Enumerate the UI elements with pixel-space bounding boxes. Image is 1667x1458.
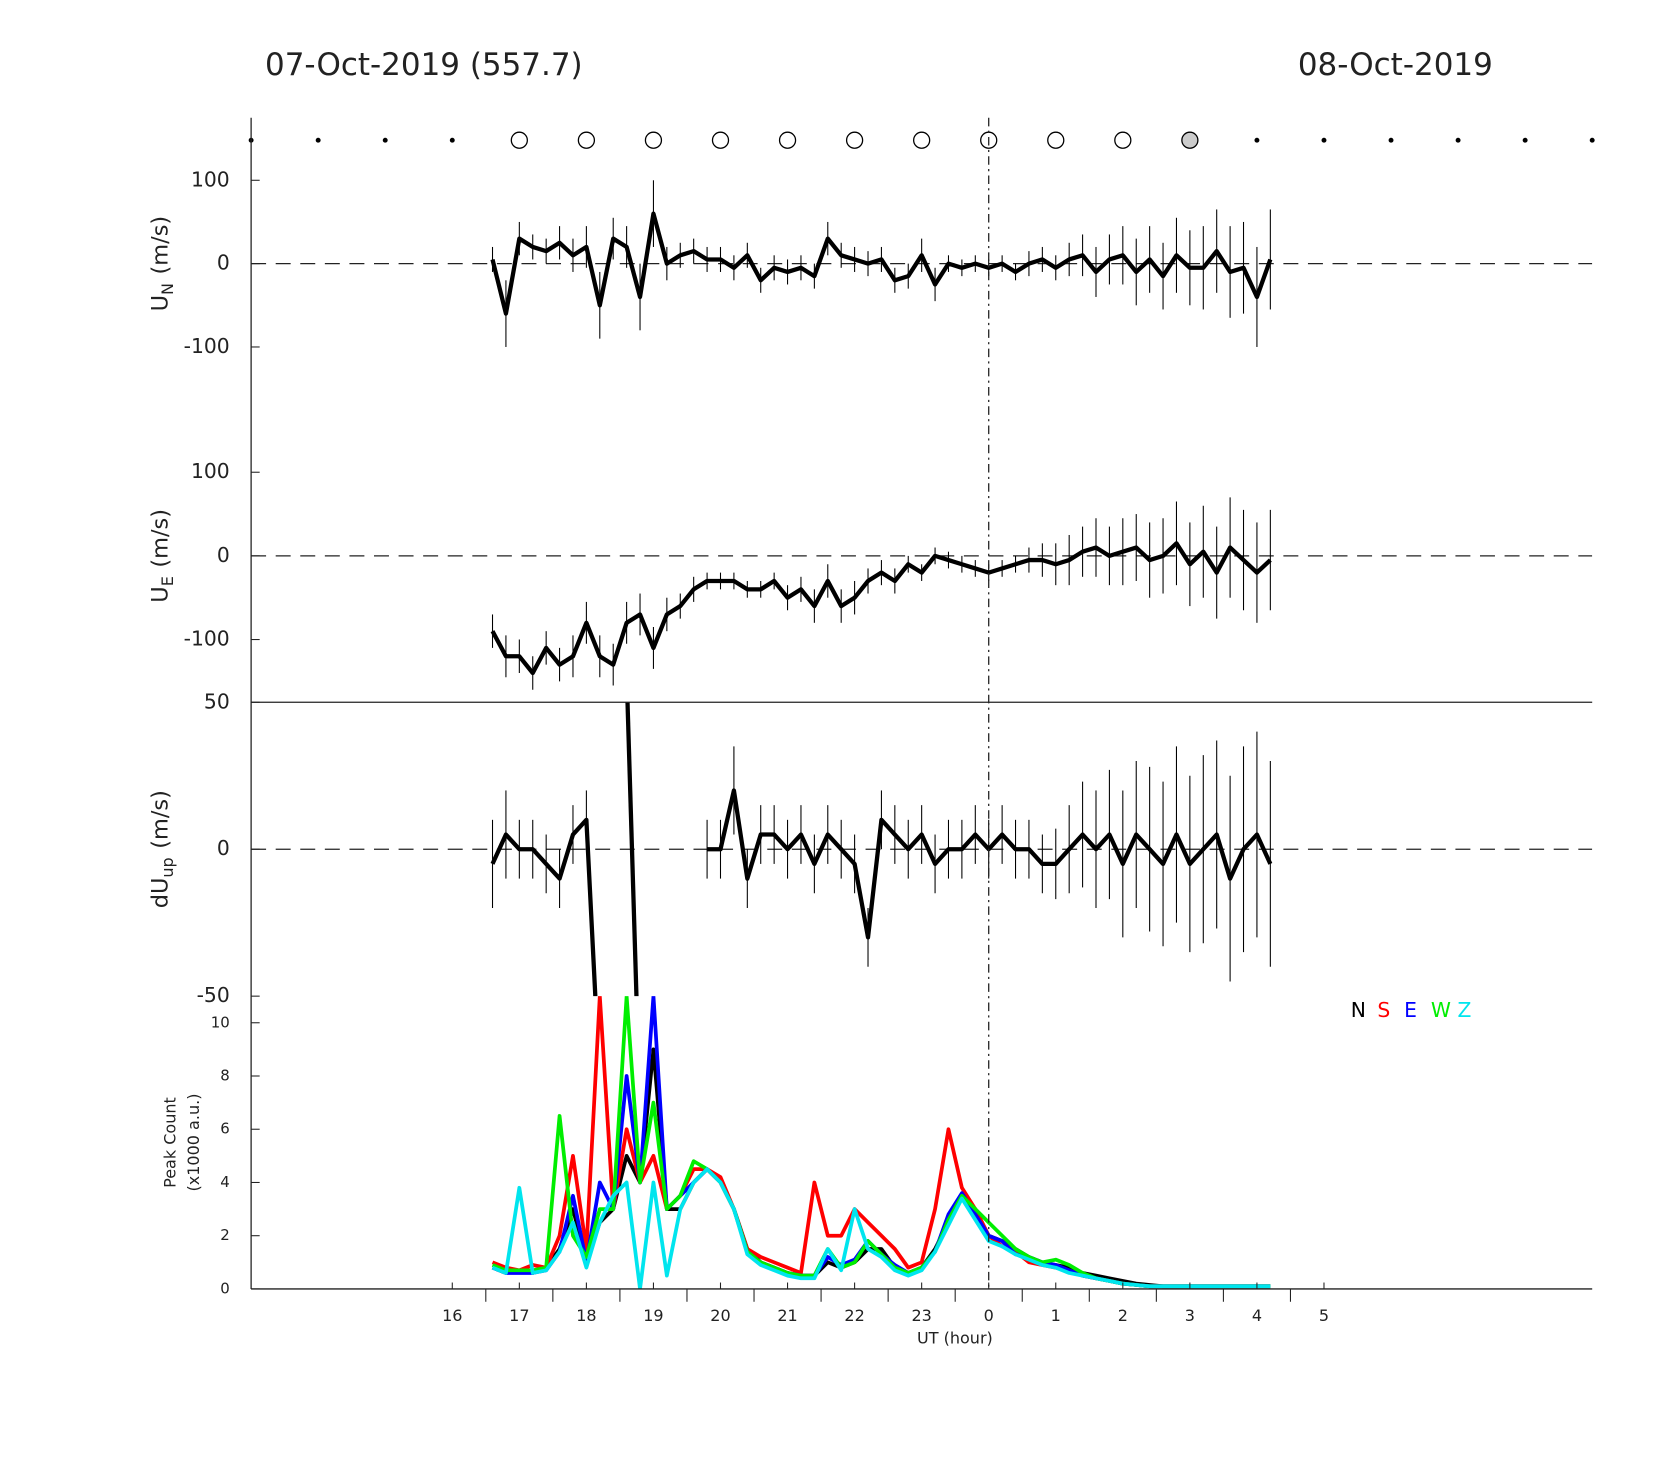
y-label-sub: N bbox=[157, 283, 176, 295]
y-label-unit: (m/s) bbox=[147, 216, 173, 275]
open-circle bbox=[577, 131, 596, 149]
small-dot bbox=[1522, 137, 1528, 143]
data-line bbox=[490, 541, 1272, 676]
y-tick-label: 8 bbox=[220, 1067, 230, 1085]
x-axis-label: UT (hour) bbox=[917, 1329, 993, 1348]
y-label-unit: (m/s) bbox=[147, 790, 173, 849]
legend-entry: W bbox=[1431, 998, 1451, 1022]
x-tick-label: 22 bbox=[844, 1306, 864, 1325]
small-dot bbox=[1388, 137, 1394, 143]
legend-entry: N bbox=[1351, 998, 1366, 1022]
small-dot bbox=[1589, 137, 1595, 143]
y-axis-label: dUup (m/s) bbox=[147, 790, 176, 908]
y-axis-label: Peak Count bbox=[160, 1097, 179, 1188]
x-tick-label: 5 bbox=[1319, 1306, 1329, 1325]
y-tick-label: 50 bbox=[204, 689, 230, 713]
x-tick-label: 2 bbox=[1118, 1306, 1128, 1325]
y-tick-label: 0 bbox=[217, 543, 230, 567]
data-line bbox=[491, 1167, 1271, 1289]
open-circle bbox=[913, 131, 931, 149]
y-tick-label: 100 bbox=[191, 459, 230, 483]
data-line bbox=[491, 996, 1271, 1289]
y-label-unit: (m/s) bbox=[147, 509, 173, 568]
x-tick-label: 4 bbox=[1252, 1306, 1262, 1325]
filled-circle bbox=[1181, 131, 1199, 149]
small-dot bbox=[1254, 137, 1260, 143]
y-tick-label: 10 bbox=[211, 1013, 230, 1031]
x-tick-label: 17 bbox=[509, 1306, 529, 1325]
y-tick-label: -100 bbox=[184, 334, 230, 358]
x-tick-label: 20 bbox=[710, 1306, 730, 1325]
open-circle bbox=[1114, 131, 1132, 149]
legend-entry: E bbox=[1404, 998, 1417, 1022]
open-circle bbox=[510, 131, 528, 149]
open-circle bbox=[845, 131, 864, 149]
panel bbox=[251, 180, 1593, 347]
y-tick-label: 0 bbox=[217, 836, 230, 860]
x-tick-label: 23 bbox=[911, 1306, 931, 1325]
x-tick-label: 1 bbox=[1051, 1306, 1061, 1325]
data-line bbox=[490, 211, 1273, 316]
y-tick-label: 2 bbox=[220, 1226, 230, 1244]
data-line bbox=[490, 817, 598, 997]
open-circle bbox=[778, 131, 797, 149]
open-circle bbox=[644, 131, 663, 149]
legend-entry: S bbox=[1377, 998, 1390, 1022]
y-tick-label: 0 bbox=[217, 251, 230, 275]
right-date: 08-Oct-2019 bbox=[1298, 47, 1493, 83]
open-circle bbox=[1047, 131, 1065, 149]
panel bbox=[251, 702, 1593, 997]
x-tick-label: 16 bbox=[442, 1306, 462, 1325]
x-tick-label: 3 bbox=[1185, 1306, 1195, 1325]
panel bbox=[491, 996, 1271, 1289]
y-label-sub: up bbox=[157, 857, 176, 877]
y-label-main: dU bbox=[147, 878, 173, 909]
y-axis-label: (x1000 a.u.) bbox=[184, 1094, 203, 1192]
y-label-main: U bbox=[147, 295, 173, 311]
x-tick-label: 0 bbox=[984, 1306, 994, 1325]
x-tick-label: 18 bbox=[576, 1306, 596, 1325]
small-dot bbox=[382, 137, 388, 143]
open-circle bbox=[711, 131, 730, 149]
legend-entry: Z bbox=[1458, 998, 1472, 1022]
y-tick-label: -100 bbox=[184, 627, 230, 651]
y-tick-label: 4 bbox=[220, 1173, 230, 1191]
small-dot bbox=[449, 137, 455, 143]
y-axis-label: UE (m/s) bbox=[147, 509, 176, 603]
y-tick-label: 6 bbox=[220, 1120, 230, 1138]
y-label-sub: E bbox=[157, 576, 176, 586]
data-line bbox=[625, 702, 639, 997]
small-dot bbox=[1321, 137, 1327, 143]
small-dot bbox=[315, 137, 321, 143]
left-date: 07-Oct-2019 (557.7) bbox=[265, 47, 583, 83]
y-tick-label: -50 bbox=[197, 983, 230, 1007]
small-dot bbox=[1455, 137, 1461, 143]
x-tick-label: 19 bbox=[643, 1306, 663, 1325]
y-tick-label: 100 bbox=[191, 167, 230, 191]
y-axis-label: UN (m/s) bbox=[147, 216, 176, 312]
panel bbox=[251, 497, 1593, 690]
x-tick-label: 21 bbox=[777, 1306, 797, 1325]
y-tick-label: 0 bbox=[220, 1279, 230, 1297]
y-label-main: U bbox=[147, 586, 173, 602]
